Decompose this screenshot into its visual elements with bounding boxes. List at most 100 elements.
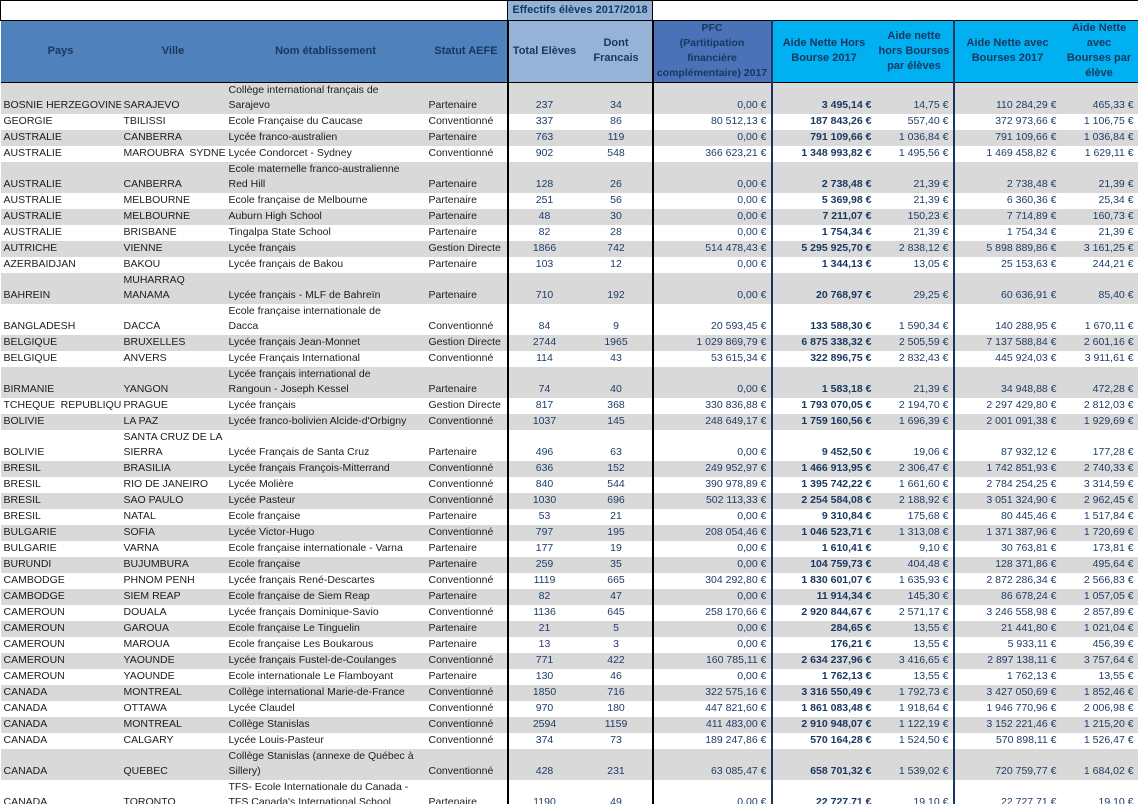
cell-pfc[interactable]: 0,00 € (651, 257, 773, 273)
cell-aide-avec-par-eleve[interactable]: 25,34 € (1060, 193, 1138, 209)
cell-total-eleves[interactable]: 53 (506, 509, 581, 525)
cell-aide-nette-avec-bourses[interactable]: 1 762,13 € (1006, 670, 1057, 682)
cell-pays[interactable]: BULGARIE (3, 542, 57, 554)
cell-aide-nette-hors-bourse[interactable]: 2 920 844,67 € (801, 606, 872, 618)
cell-aide-hors-par-eleve[interactable]: 2 188,92 € (875, 493, 955, 509)
cell-aide-hors-par-eleve[interactable]: 557,40 € (875, 114, 955, 130)
cell-statut-aefe[interactable]: Gestion Directe (425, 335, 508, 351)
cell-total-eleves[interactable]: 1030 (506, 493, 581, 509)
cell-ville[interactable]: GAROUA (120, 621, 226, 637)
cell-total-eleves[interactable]: 763 (506, 130, 581, 146)
cell-statut-aefe[interactable]: Conventionné (425, 414, 508, 430)
cell-ville[interactable]: SIEM REAP (120, 589, 226, 605)
cell-dont-francais[interactable]: 231 (580, 749, 653, 780)
cell-ville[interactable]: VIENNE (120, 241, 226, 257)
cell-aide-nette-avec-bourses[interactable]: 5 933,11 € (1007, 638, 1057, 650)
cell-dont-francais[interactable]: 34 (580, 82, 653, 114)
cell-nom-etablissement[interactable]: Ecole internationale Le Flamboyant (228, 670, 394, 682)
cell-pfc[interactable]: 63 085,47 € (651, 749, 773, 780)
cell-total-eleves[interactable]: 2744 (506, 335, 581, 351)
cell-aide-nette-hors-bourse[interactable]: 9 310,84 € (821, 510, 872, 522)
cell-ville[interactable]: LA PAZ (120, 414, 226, 430)
cell-aide-avec-par-eleve[interactable]: 19,10 € (1060, 780, 1138, 804)
cell-total-eleves[interactable]: 710 (506, 273, 581, 304)
cell-total-eleves[interactable]: 177 (506, 541, 581, 557)
cell-dont-francais[interactable]: 63 (610, 446, 622, 458)
cell-pfc[interactable]: 366 623,21 € (651, 146, 773, 162)
cell-aide-avec-par-eleve[interactable]: 2 006,98 € (1060, 701, 1138, 717)
cell-aide-nette-hors-bourse[interactable]: 176,21 € (830, 638, 872, 650)
cell-ville[interactable]: BRUXELLES (120, 335, 226, 351)
cell-dont-francais[interactable]: 544 (607, 478, 625, 490)
cell-aide-avec-par-eleve[interactable]: 21,39 € (1060, 225, 1138, 241)
cell-aide-hors-par-eleve[interactable]: 404,48 € (875, 557, 955, 573)
cell-pfc[interactable]: 0,00 € (651, 193, 773, 209)
cell-total-eleves[interactable]: 374 (506, 733, 581, 749)
cell-pays[interactable]: AUSTRALIE (3, 194, 62, 206)
cell-nom-etablissement[interactable]: Lycée français (228, 399, 296, 411)
cell-ville[interactable]: SAO PAULO (120, 493, 226, 509)
cell-statut-aefe[interactable]: Conventionné (425, 493, 508, 509)
cell-pfc[interactable]: 0,00 € (651, 82, 773, 114)
cell-pfc[interactable]: 390 978,89 € (651, 477, 773, 493)
cell-aide-avec-par-eleve[interactable]: 1 106,75 € (1060, 114, 1138, 130)
cell-total-eleves[interactable]: 103 (506, 257, 581, 273)
cell-aide-avec-par-eleve[interactable]: 1 929,69 € (1060, 414, 1138, 430)
cell-aide-avec-par-eleve[interactable]: 2 962,45 € (1060, 493, 1138, 509)
cell-aide-hors-par-eleve[interactable]: 150,23 € (875, 209, 955, 225)
cell-aide-nette-avec-bourses[interactable]: 2 297 429,80 € (986, 399, 1057, 411)
cell-pfc[interactable]: 0,00 € (651, 430, 773, 461)
cell-ville[interactable]: BRASILIA (120, 461, 226, 477)
cell-aide-nette-hors-bourse[interactable]: 6 875 338,32 € (771, 335, 876, 351)
cell-aide-avec-par-eleve[interactable]: 21,39 € (1060, 162, 1138, 193)
cell-dont-francais[interactable]: 548 (607, 147, 625, 159)
cell-total-eleves[interactable]: 496 (506, 430, 581, 461)
cell-aide-hors-par-eleve[interactable]: 1 524,50 € (875, 733, 955, 749)
cell-aide-nette-hors-bourse[interactable]: 22 727,71 € (816, 796, 872, 804)
cell-statut-aefe[interactable]: Partenaire (425, 130, 508, 146)
cell-pfc[interactable]: 0,00 € (651, 557, 773, 573)
cell-total-eleves[interactable]: 2594 (506, 717, 581, 733)
cell-pays[interactable]: AUTRICHE (0, 241, 121, 257)
cell-total-eleves[interactable]: 84 (506, 304, 581, 335)
cell-pays[interactable]: CAMBODGE (3, 574, 65, 586)
cell-ville[interactable]: PRAGUE (123, 399, 168, 411)
cell-aide-hors-par-eleve[interactable]: 13,55 € (875, 637, 955, 653)
cell-total-eleves[interactable]: 902 (506, 146, 581, 162)
cell-nom-etablissement[interactable]: Ecole Française du Caucase (228, 115, 363, 127)
cell-aide-avec-par-eleve[interactable]: 244,21 € (1060, 257, 1138, 273)
cell-aide-nette-avec-bourses[interactable]: 1 469 458,82 € (986, 147, 1057, 159)
cell-aide-nette-avec-bourses[interactable]: 7 714,89 € (953, 209, 1061, 225)
cell-aide-nette-avec-bourses[interactable]: 86 678,24 € (953, 589, 1061, 605)
cell-statut-aefe[interactable]: Partenaire (428, 258, 477, 270)
cell-ville[interactable]: MUHARRAQ MANAMA (120, 273, 226, 304)
cell-nom-etablissement[interactable]: Lycée français de Bakou (228, 258, 344, 270)
cell-aide-hors-par-eleve[interactable]: 1 635,93 € (875, 573, 955, 589)
cell-statut-aefe[interactable]: Conventionné (428, 478, 494, 490)
cell-aide-avec-par-eleve[interactable]: 3 757,64 € (1060, 653, 1138, 669)
cell-pfc[interactable]: 20 593,45 € (651, 304, 773, 335)
col-header-statut[interactable]: Statut AEFE (425, 20, 508, 83)
cell-ville[interactable]: CANBERRA (120, 162, 226, 193)
cell-dont-francais[interactable]: 28 (610, 226, 622, 238)
col-header-nom[interactable]: Nom établissement (225, 20, 426, 83)
cell-aide-hors-par-eleve[interactable]: 2 505,59 € (875, 335, 955, 351)
cell-pays[interactable]: BANGLADESH (3, 320, 76, 332)
cell-aide-hors-par-eleve[interactable]: 14,75 € (875, 82, 955, 114)
cell-aide-hors-par-eleve[interactable]: 1 122,19 € (875, 717, 955, 733)
cell-dont-francais[interactable]: 49 (610, 796, 622, 804)
cell-statut-aefe[interactable]: Partenaire (425, 367, 508, 398)
cell-pfc[interactable]: 0,00 € (651, 509, 773, 525)
cell-aide-avec-par-eleve[interactable]: 495,64 € (1060, 557, 1138, 573)
cell-statut-aefe[interactable]: Partenaire (425, 557, 508, 573)
cell-aide-hors-par-eleve[interactable]: 2 306,47 € (875, 461, 955, 477)
col-header-ville[interactable]: Ville (120, 20, 226, 83)
cell-total-eleves[interactable]: 797 (506, 525, 581, 541)
cell-nom-etablissement[interactable]: Collège international français de Saraje… (225, 82, 426, 114)
cell-total-eleves[interactable]: 48 (506, 209, 581, 225)
cell-total-eleves[interactable]: 1866 (506, 241, 581, 257)
cell-pays[interactable]: CAMBODGE (0, 589, 121, 605)
cell-ville[interactable]: MAROUA (123, 638, 170, 650)
cell-pfc[interactable]: 0,00 € (651, 130, 773, 146)
cell-dont-francais[interactable]: 73 (610, 734, 622, 746)
